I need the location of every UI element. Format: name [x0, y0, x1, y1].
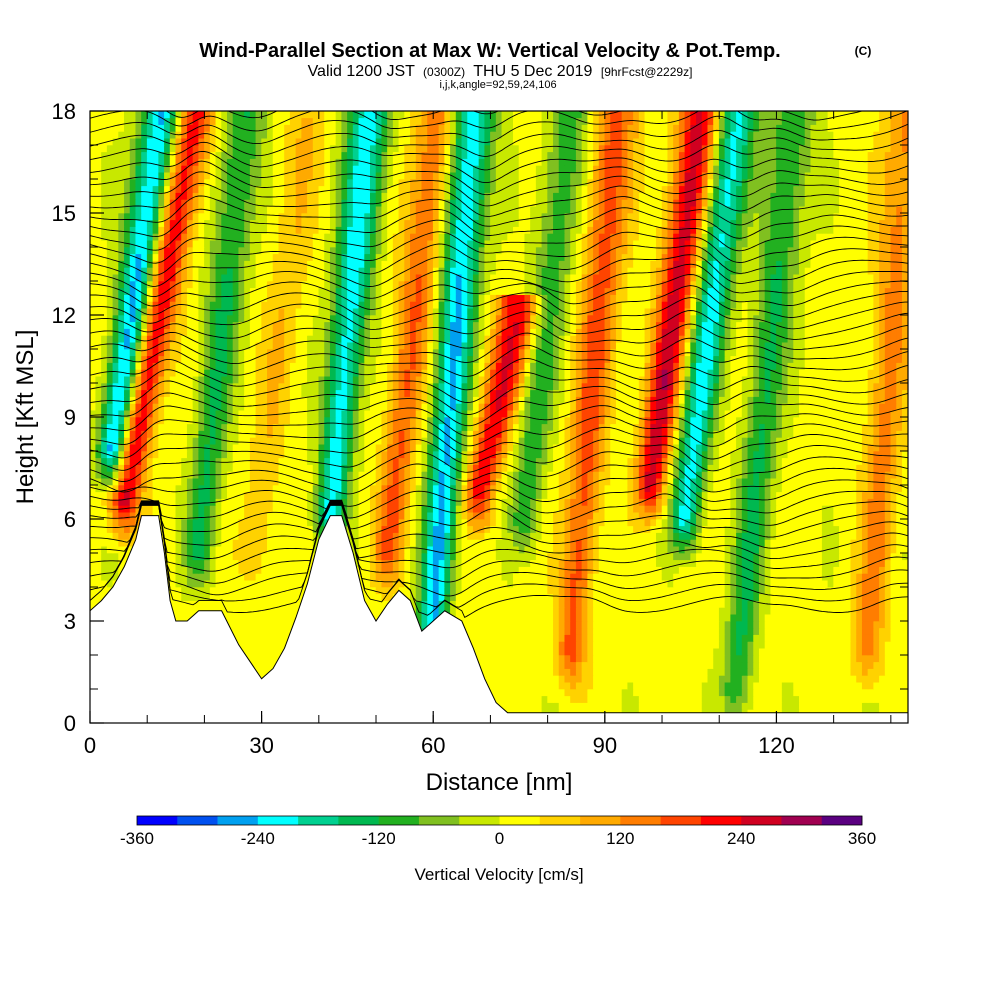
forecast-label: [9hrFcst@2229z]	[601, 65, 693, 79]
colorbar-segment	[418, 816, 460, 825]
colorbar-segment	[620, 816, 661, 825]
chart-title: Wind-Parallel Section at Max W: Vertical…	[199, 40, 780, 62]
colorbar-segment	[298, 816, 339, 825]
colorbar-tick-label: -360	[120, 829, 154, 848]
colorbar-segment	[217, 816, 259, 825]
colorbar-segment	[700, 816, 742, 825]
valid-prefix: Valid 1200 JST	[308, 63, 416, 80]
colorbar-tick-label: -240	[241, 829, 275, 848]
x-tick-label: 60	[421, 733, 445, 758]
colorbar-tick-label: 120	[606, 829, 634, 848]
colorbar-segment	[177, 816, 218, 825]
colorbar-segment	[660, 816, 702, 825]
colorbar-segment	[459, 816, 500, 825]
x-axis-label: Distance [nm]	[426, 769, 573, 796]
x-tick-label: 120	[758, 733, 795, 758]
y-tick-label: 9	[64, 405, 76, 430]
colorbar-segment	[257, 816, 299, 825]
colorbar-segment	[499, 816, 541, 825]
colorbar-segment	[781, 816, 823, 825]
colorbar-segment	[741, 816, 782, 825]
x-tick-label: 90	[593, 733, 617, 758]
colorbar-title: Vertical Velocity [cm/s]	[414, 865, 583, 884]
colorbar-segment	[378, 816, 420, 825]
valid-date: THU 5 Dec 2019	[473, 63, 592, 80]
x-axis-ticks: 0 30 60 90 120	[84, 111, 892, 758]
colorbar-tick-label: 360	[848, 829, 876, 848]
colorbar-tick-label: 240	[727, 829, 755, 848]
colorbar-segment	[821, 816, 863, 825]
y-tick-label: 12	[52, 303, 76, 328]
copyright-mark: (C)	[855, 44, 872, 58]
colorbar-segment	[338, 816, 379, 825]
valid-utc: (0300Z)	[423, 65, 465, 79]
y-tick-label: 18	[52, 99, 76, 124]
y-tick-label: 15	[52, 201, 76, 226]
colorbar	[136, 815, 863, 826]
section-params: i,j,k,angle=92,59,24,106	[439, 79, 556, 91]
colorbar-tick-label: 0	[495, 829, 504, 848]
y-tick-label: 6	[64, 507, 76, 532]
valid-time-line: Valid 1200 JST (0300Z) THU 5 Dec 2019 [9…	[308, 63, 693, 80]
colorbar-tick-labels: -360 -240 -120 0 120 240 360	[120, 829, 876, 848]
y-axis-label: Height [Kft MSL]	[12, 330, 39, 505]
y-axis-ticks: 0 3 6 9 12 15 18	[52, 99, 908, 736]
y-tick-label: 0	[64, 711, 76, 736]
colorbar-tick-label: -120	[362, 829, 396, 848]
y-tick-label: 3	[64, 609, 76, 634]
x-tick-label: 0	[84, 733, 96, 758]
x-tick-label: 30	[249, 733, 273, 758]
colorbar-segment	[137, 816, 178, 825]
colorbar-segment	[580, 816, 621, 825]
colorbar-segment	[539, 816, 581, 825]
terrain-mask	[89, 515, 909, 724]
potential-temperature-contours	[90, 111, 908, 619]
